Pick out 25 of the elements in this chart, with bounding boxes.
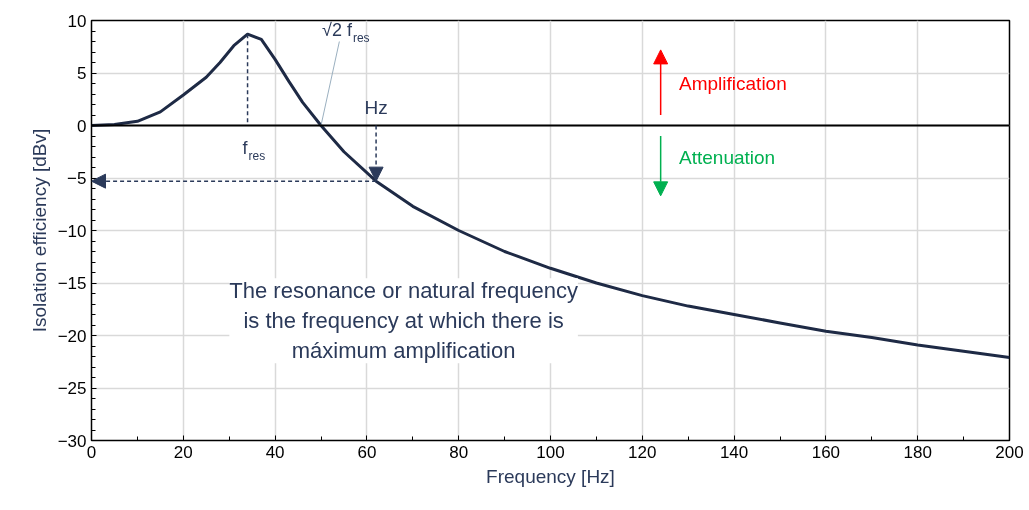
y-tick-label: −5: [67, 169, 87, 188]
annotation: Amplification: [679, 73, 787, 94]
x-tick-label: 100: [536, 442, 565, 462]
y-tick-label: −30: [57, 431, 87, 451]
y-tick-label: −25: [57, 379, 87, 398]
annotation: Hz: [364, 96, 388, 118]
y-tick-label: −10: [57, 221, 87, 241]
y-tick-label: −20: [57, 326, 87, 346]
annotation: Attenuation: [679, 146, 776, 168]
x-tick-label: 140: [719, 442, 749, 462]
x-tick-label: 200: [995, 442, 1024, 462]
x-tick-label: 180: [903, 442, 932, 462]
x-axis-title: Frequency [Hz]: [486, 465, 615, 487]
y-tick-label: 0: [77, 116, 87, 136]
x-tick-label: 160: [811, 442, 841, 462]
y-tick-label: −15: [57, 274, 87, 293]
x-tick-label: 120: [628, 442, 657, 462]
x-tick-label: 20: [173, 442, 193, 462]
y-axis-title: Isolation efficiency [dBv]: [28, 128, 50, 333]
x-tick-label: 60: [357, 442, 377, 462]
y-tick-label: 10: [67, 11, 87, 31]
y-tick-label: 5: [77, 64, 87, 83]
annotation: The resonance or natural frequency is the frequency at which there is máximum amplification: [229, 278, 578, 364]
x-tick-label: 40: [265, 442, 285, 462]
x-tick-label: 80: [449, 442, 469, 462]
